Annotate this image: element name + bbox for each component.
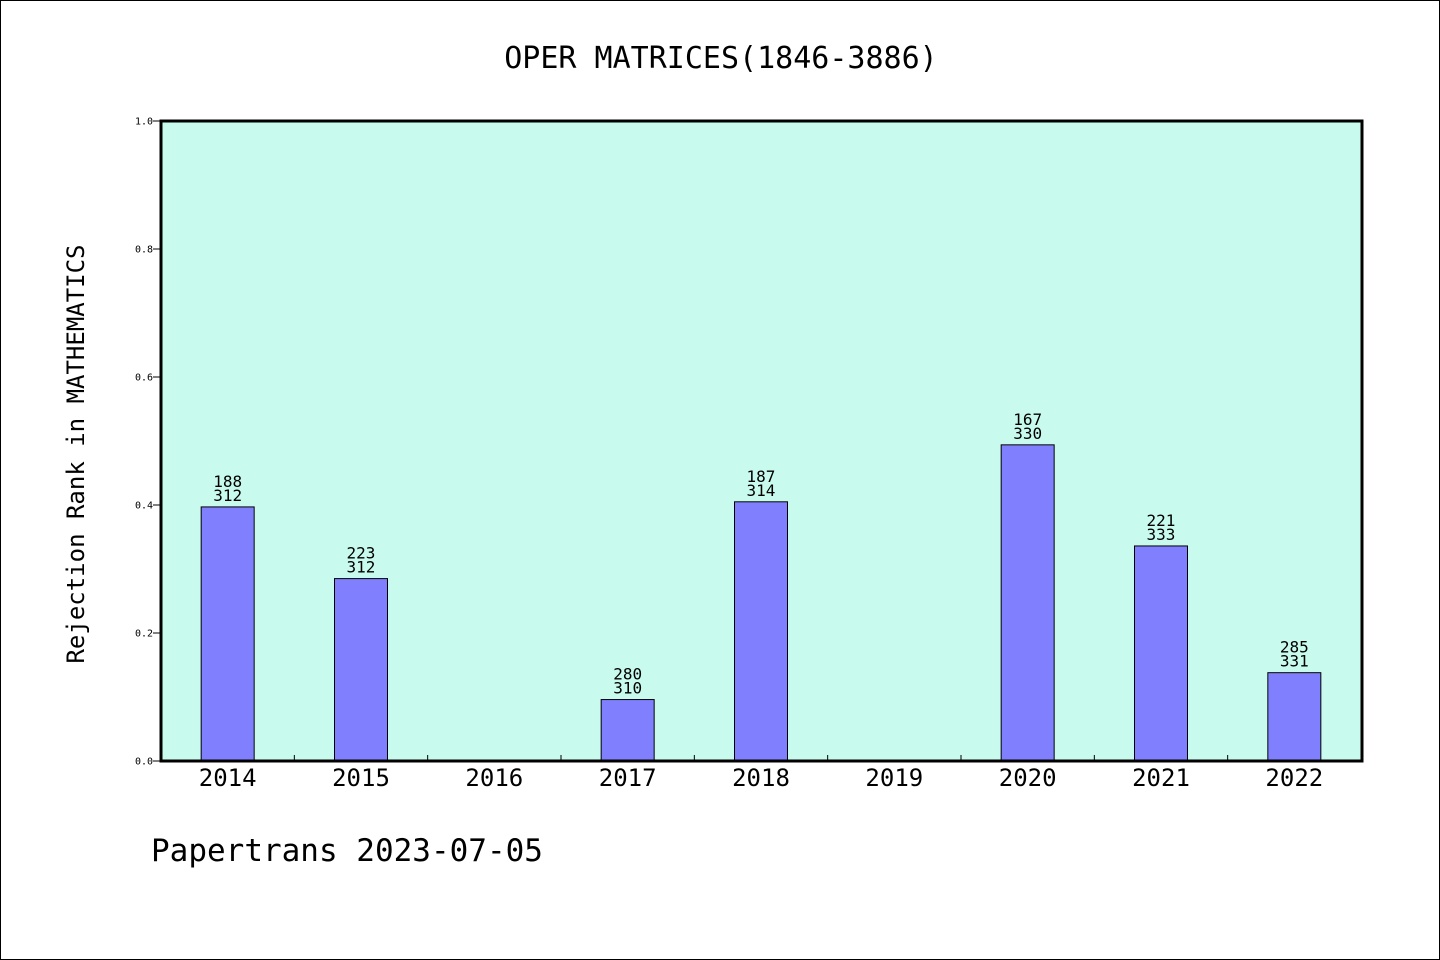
- bar-value-bottom: 330: [1013, 424, 1042, 443]
- y-axis-ticks: 0.0 0.2 0.4 0.6 0.8 1.0: [135, 117, 161, 768]
- bar-value-bottom: 333: [1147, 525, 1176, 544]
- x-tick-label: 2019: [865, 764, 923, 792]
- data-labels-group: 1883122233122803101873141673302213332853…: [213, 410, 1309, 698]
- bar-value-bottom: 310: [613, 679, 642, 698]
- bar-value-top: 187: [747, 467, 776, 486]
- bar-value-bottom: 314: [747, 481, 776, 500]
- bar: [733, 501, 788, 762]
- x-tick-label: 2015: [332, 764, 390, 792]
- x-tick-label: 2018: [732, 764, 790, 792]
- x-axis-ticks: 2014 2015 2016 2017 2018 2019 2020 2021 2022: [199, 755, 1323, 792]
- plot-border: [159, 119, 1364, 763]
- bar: [333, 578, 388, 762]
- y-tick-label: 0.4: [135, 501, 153, 512]
- bar-value-top: 188: [213, 472, 242, 491]
- x-tick-label: 2020: [999, 764, 1057, 792]
- chart-title: OPER MATRICES(1846-3886): [504, 41, 937, 76]
- bar-value-bottom: 312: [213, 486, 242, 505]
- bar: [1267, 672, 1322, 762]
- bar: [1133, 545, 1188, 762]
- bar-value-bottom: 312: [347, 558, 376, 577]
- y-tick-label: 0.0: [135, 757, 153, 768]
- x-tick-label: 2017: [599, 764, 657, 792]
- x-tick-label: 2016: [465, 764, 523, 792]
- y-tick-label: 0.2: [135, 629, 153, 640]
- bar-value-top: 280: [613, 665, 642, 684]
- bar-value-top: 285: [1280, 638, 1309, 657]
- y-tick-label: 0.8: [135, 245, 153, 256]
- x-tick-label: 2021: [1132, 764, 1190, 792]
- bars-group: [200, 444, 1322, 762]
- x-tick-label: 2022: [1265, 764, 1323, 792]
- footer-credit: Papertrans 2023-07-05: [151, 833, 543, 869]
- bar-value-top: 223: [347, 544, 376, 563]
- y-tick-label: 1.0: [135, 117, 153, 128]
- bar: [200, 506, 255, 762]
- bar-value-top: 221: [1147, 511, 1176, 530]
- bar: [600, 699, 655, 762]
- x-tick-label: 2014: [199, 764, 257, 792]
- bar-value-top: 167: [1013, 410, 1042, 429]
- y-tick-label: 0.6: [135, 373, 153, 384]
- bar-value-bottom: 331: [1280, 652, 1309, 671]
- bar: [1000, 444, 1055, 762]
- y-axis-label: Rejection Rank in MATHEMATICS: [62, 244, 90, 663]
